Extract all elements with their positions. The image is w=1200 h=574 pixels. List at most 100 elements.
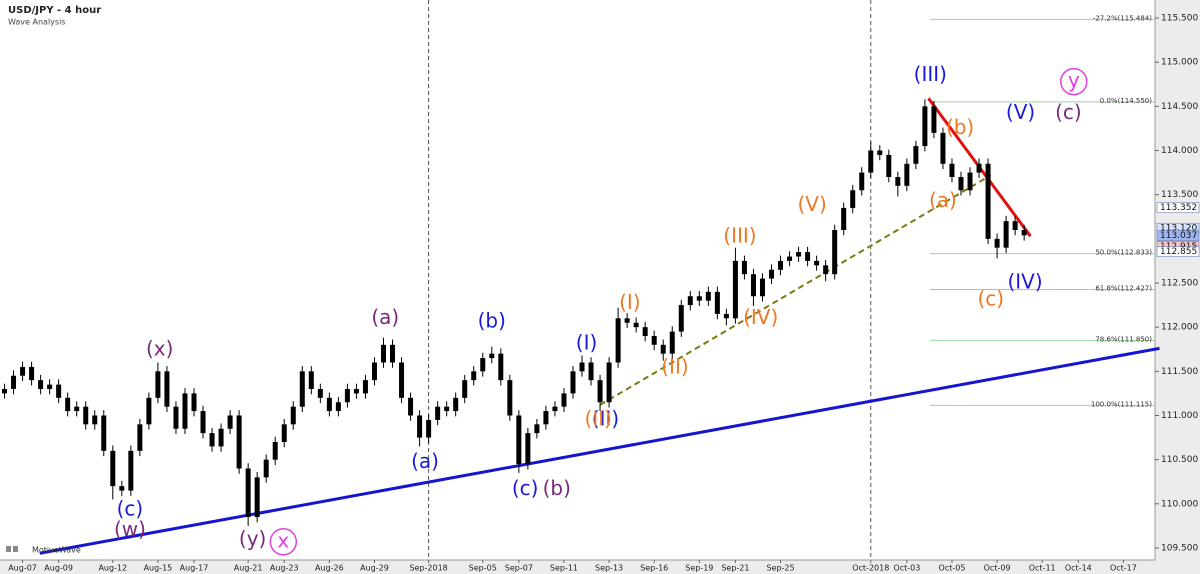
candle-body bbox=[326, 397, 332, 412]
candle-body bbox=[516, 415, 522, 465]
candle-body bbox=[371, 362, 377, 381]
wave-label: (c) bbox=[512, 476, 539, 500]
candle-body bbox=[778, 260, 784, 270]
x-tick-label: Aug-09 bbox=[44, 564, 73, 573]
x-tick-label: Aug-07 bbox=[8, 564, 37, 573]
x-tick-label: Aug-26 bbox=[315, 564, 344, 573]
candle-body bbox=[272, 441, 278, 460]
x-tick-label: Aug-23 bbox=[270, 564, 299, 573]
wave-label: (b) bbox=[946, 115, 974, 139]
candle-body bbox=[958, 177, 964, 191]
logo-icon bbox=[6, 546, 11, 552]
fib-label: -27.2%(115.484) bbox=[1093, 14, 1152, 22]
candle-body bbox=[11, 375, 17, 389]
candle-body bbox=[155, 371, 161, 398]
y-axis-panel bbox=[1155, 0, 1200, 574]
candle-body bbox=[435, 406, 441, 420]
wave-label: (c) bbox=[117, 497, 144, 521]
candle-body bbox=[886, 154, 892, 178]
candle-body bbox=[940, 132, 946, 164]
candle-body bbox=[642, 327, 648, 336]
price-label: 113.352 bbox=[1160, 203, 1197, 213]
candle-body bbox=[606, 362, 612, 403]
candle-body bbox=[759, 278, 765, 297]
candle-body bbox=[65, 397, 71, 412]
candle-body bbox=[796, 252, 802, 257]
candle-body bbox=[705, 291, 711, 301]
candle-body bbox=[56, 384, 62, 398]
candle-body bbox=[399, 362, 405, 398]
x-axis-panel bbox=[0, 560, 1200, 574]
candle-body bbox=[489, 353, 495, 359]
candle-body bbox=[164, 371, 170, 407]
candle-body bbox=[1012, 221, 1018, 231]
x-tick-label: Sep-11 bbox=[550, 564, 578, 573]
fib-label: 61.8%(112.427) bbox=[1095, 284, 1152, 292]
y-tick-label: 113.500 bbox=[1161, 190, 1198, 200]
candle-body bbox=[859, 172, 865, 191]
wave-circle bbox=[269, 528, 298, 556]
wave-label: (c) bbox=[977, 286, 1004, 310]
candle-body bbox=[119, 486, 125, 491]
candle-body bbox=[633, 322, 639, 328]
candle-body bbox=[534, 424, 540, 434]
fib-label: 0.0%(114.550) bbox=[1100, 97, 1152, 105]
wave-label: (y) bbox=[239, 527, 266, 551]
candle-body bbox=[146, 397, 152, 425]
candle-body bbox=[110, 450, 116, 487]
wave-label: (II) bbox=[661, 354, 688, 378]
wave-circle bbox=[1060, 67, 1088, 96]
x-tick-label: Sep-19 bbox=[685, 564, 713, 573]
x-tick-label: Sep-13 bbox=[595, 564, 623, 573]
wave-label: (V) bbox=[1006, 100, 1035, 124]
candle-body bbox=[444, 406, 450, 412]
wave-label: y bbox=[1068, 68, 1080, 92]
fib-label: 78.6%(111.850) bbox=[1095, 335, 1152, 343]
wave-label: (IV) bbox=[743, 305, 778, 329]
price-label: 113.037 bbox=[1160, 231, 1197, 241]
candle-body bbox=[308, 371, 314, 389]
x-tick-label: Oct-05 bbox=[939, 564, 966, 573]
x-tick-label: Aug-21 bbox=[234, 564, 263, 573]
candle-body bbox=[913, 146, 919, 164]
candle-body bbox=[678, 305, 684, 332]
candle-body bbox=[895, 177, 901, 186]
candle-body bbox=[462, 380, 468, 398]
wave-label: (c) bbox=[1055, 100, 1082, 124]
candle-body bbox=[380, 344, 386, 363]
candle-body bbox=[245, 468, 251, 518]
price-label-box bbox=[1156, 230, 1200, 241]
x-tick-label: Oct-03 bbox=[893, 564, 920, 573]
candle-body bbox=[344, 388, 350, 403]
candle-body bbox=[570, 371, 576, 394]
candle-body bbox=[453, 397, 459, 412]
candle-body bbox=[976, 163, 982, 173]
wave-label: (IV) bbox=[1007, 270, 1042, 294]
y-tick-label: 109.500 bbox=[1161, 543, 1198, 553]
x-tick-label: Oct-2018 bbox=[852, 564, 889, 573]
trendline bbox=[599, 174, 992, 406]
candle-body bbox=[904, 163, 910, 186]
wave-label: (x) bbox=[146, 337, 173, 361]
y-tick-label: 114.000 bbox=[1161, 146, 1198, 156]
candle-body bbox=[426, 419, 432, 438]
price-label-box bbox=[1156, 246, 1200, 257]
candle-body bbox=[732, 260, 738, 319]
x-tick-label: Aug-17 bbox=[180, 564, 209, 573]
candle-body bbox=[651, 336, 657, 345]
candle-body bbox=[38, 380, 44, 389]
candle-body bbox=[525, 433, 531, 465]
candle-body bbox=[191, 393, 197, 412]
candle-body bbox=[281, 424, 287, 442]
candle-body bbox=[47, 384, 53, 389]
candle-body bbox=[841, 207, 847, 231]
wave-label: (b) bbox=[478, 308, 506, 332]
y-tick-label: 111.000 bbox=[1161, 411, 1198, 421]
candle-body bbox=[92, 415, 98, 425]
fib-label: 100.0%(111.115) bbox=[1091, 400, 1152, 408]
x-tick-label: Oct-09 bbox=[984, 564, 1011, 573]
candle-body bbox=[128, 450, 134, 491]
